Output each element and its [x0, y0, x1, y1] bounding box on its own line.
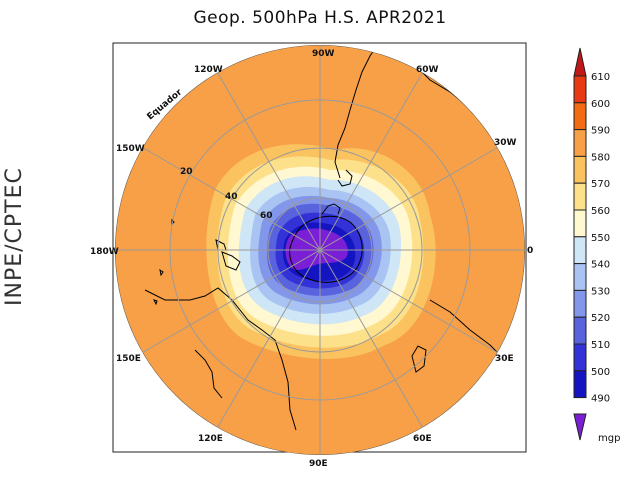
colorbar-box [573, 182, 587, 211]
colorbar-label: 570 [591, 179, 610, 190]
colorbar-label: 600 [591, 99, 610, 110]
lon-label: 90E [309, 459, 328, 469]
colorbar-box [573, 155, 587, 184]
colorbar-box [573, 102, 587, 131]
colorbar-box [573, 129, 587, 157]
lon-label: 180W [90, 247, 119, 257]
colorbar-box [573, 370, 587, 399]
colorbar-unit: mgp [598, 433, 620, 444]
colorbar-box [573, 236, 587, 265]
lon-label: 30W [494, 138, 517, 148]
lat-label: 40 [225, 192, 238, 202]
colorbar-box [573, 343, 587, 372]
colorbar-label: 580 [591, 152, 610, 163]
colorbar-label: 550 [591, 233, 610, 244]
colorbar: 610600590580570560550540530520510500490 … [573, 47, 620, 444]
antarctic-peninsula [321, 203, 341, 215]
colorbar-top-arrow [573, 47, 587, 77]
chart-title: Geop. 500hPa H.S. APR2021 [193, 8, 447, 28]
lon-label: 90W [312, 49, 335, 59]
colorbar-label: 520 [591, 313, 610, 324]
lat-label: 20 [180, 167, 193, 177]
lon-label: 60W [416, 65, 439, 75]
lon-label: 120E [198, 434, 223, 444]
lon-label: 120W [194, 65, 223, 75]
colorbar-box [573, 289, 587, 318]
lon-label: 60E [413, 434, 432, 444]
lon-label: 150E [116, 354, 141, 364]
colorbar-box [573, 209, 587, 238]
madagascar [411, 345, 427, 373]
new-zealand-south [221, 251, 241, 271]
colorbar-label: 560 [591, 206, 610, 217]
colorbar-box [573, 75, 587, 104]
australia-coast [144, 287, 297, 431]
graticule [115, 45, 525, 455]
colorbar-box [573, 316, 587, 345]
colorbar-label: 530 [591, 286, 610, 297]
meridian-60E-120W [217, 72, 423, 428]
lon-label: 0 [527, 246, 533, 256]
colorbar-label: 610 [591, 72, 610, 83]
colorbar-label: 590 [591, 126, 610, 137]
lat-label: 60 [260, 211, 273, 221]
colorbar-label: 540 [591, 260, 610, 271]
colorbar-boxes [573, 75, 587, 399]
antarctica-coast [289, 215, 363, 283]
colorbar-label: 490 [591, 394, 610, 405]
colorbar-bottom-arrow [573, 413, 587, 441]
colorbar-label: 500 [591, 367, 610, 378]
colorbar-box [573, 263, 587, 291]
lon-label: 150W [116, 144, 145, 154]
longitude-labels: 90W 60W 30W 0 30E 60E 90E 120E 150E 180W… [90, 49, 533, 469]
tierra-del-fuego [337, 169, 353, 187]
lon-label: 30E [495, 354, 514, 364]
colorbar-label: 510 [591, 340, 610, 351]
australia-west [194, 349, 223, 399]
